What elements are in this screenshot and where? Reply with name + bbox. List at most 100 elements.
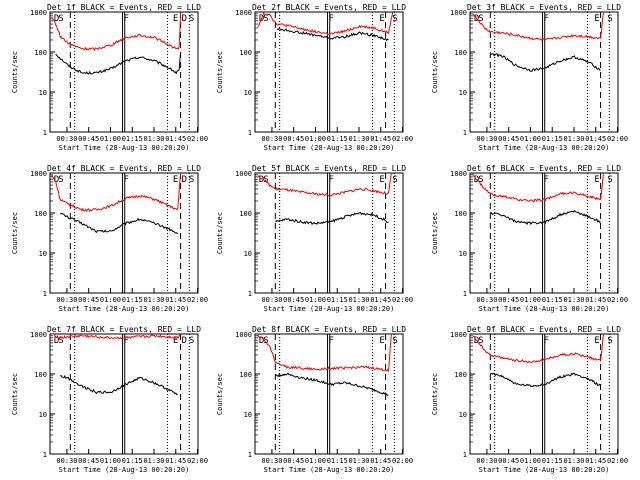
series-line-lld bbox=[472, 333, 604, 363]
x-axis-label: Start Time (28-Aug-13 00:20:20) bbox=[59, 144, 190, 152]
y-tick-label: 10 bbox=[459, 250, 467, 258]
marker-letter: S bbox=[478, 175, 483, 185]
y-tick-label: 100 bbox=[454, 49, 467, 57]
marker-letter: E bbox=[594, 336, 599, 346]
marker-letter: F bbox=[329, 175, 334, 185]
series-line-lld bbox=[257, 172, 392, 197]
series-line-lld bbox=[257, 333, 392, 373]
x-tick-label: 00:30 bbox=[476, 457, 497, 465]
y-tick-label: 1 bbox=[463, 451, 467, 459]
marker-letter: D bbox=[54, 175, 59, 185]
marker-letter: S bbox=[58, 14, 63, 24]
y-tick-label: 1 bbox=[43, 451, 47, 459]
chart-title: Det 1f BLACK = Events, RED = LLD bbox=[47, 3, 201, 12]
x-tick-label: 00:45 bbox=[78, 135, 99, 143]
marker-letter: S bbox=[392, 336, 397, 346]
chart-title: Det 2f BLACK = Events, RED = LLD bbox=[252, 3, 406, 12]
x-tick-label: 01:30 bbox=[563, 457, 584, 465]
y-tick-label: 10 bbox=[39, 250, 47, 258]
x-tick-label: 00:30 bbox=[56, 457, 77, 465]
y-tick-label: 100 bbox=[454, 210, 467, 218]
x-axis-label: Start Time (28-Aug-13 00:20:20) bbox=[59, 305, 190, 313]
x-tick-label: 01:45 bbox=[585, 135, 606, 143]
marker-letter: F bbox=[544, 336, 549, 346]
x-axis-label: Start Time (28-Aug-13 00:20:20) bbox=[264, 466, 395, 474]
y-tick-label: 1000 bbox=[30, 170, 47, 178]
y-tick-label: 10 bbox=[244, 411, 252, 419]
x-tick-label: 01:00 bbox=[520, 457, 541, 465]
series-line-events bbox=[59, 212, 179, 235]
x-tick-label: 01:30 bbox=[348, 135, 369, 143]
x-tick-label: 00:30 bbox=[476, 296, 497, 304]
x-tick-label: 01:15 bbox=[327, 296, 348, 304]
x-tick-label: 00:30 bbox=[261, 457, 282, 465]
x-tick-label: 00:45 bbox=[498, 135, 519, 143]
marker-letter: D bbox=[54, 336, 59, 346]
x-tick-label: 00:30 bbox=[476, 135, 497, 143]
y-tick-label: 1000 bbox=[450, 9, 467, 17]
x-tick-label: 01:45 bbox=[370, 296, 391, 304]
x-axis-label: Start Time (28-Aug-13 00:20:20) bbox=[264, 144, 395, 152]
panel-8: Det 8f BLACK = Events, RED = LLD Counts/s… bbox=[216, 325, 413, 474]
x-tick-label: 01:30 bbox=[563, 296, 584, 304]
marker-letter: D bbox=[259, 336, 264, 346]
x-tick-label: 01:30 bbox=[143, 296, 164, 304]
panel-2: Det 2f BLACK = Events, RED = LLD Counts/s… bbox=[216, 3, 413, 152]
chart-title: Det 9f BLACK = Events, RED = LLD bbox=[467, 325, 621, 334]
x-tick-label: 01:15 bbox=[122, 457, 143, 465]
x-tick-label: 01:15 bbox=[542, 296, 563, 304]
marker-letter: S bbox=[189, 175, 194, 185]
y-tick-label: 10 bbox=[244, 89, 252, 97]
x-tick-label: 01:15 bbox=[122, 296, 143, 304]
x-tick-label: 01:30 bbox=[563, 135, 584, 143]
marker-letter: S bbox=[263, 14, 268, 24]
x-tick-label: 02:00 bbox=[392, 457, 413, 465]
series-line-events bbox=[60, 374, 178, 396]
x-tick-label: 01:00 bbox=[520, 135, 541, 143]
marker-letter: S bbox=[392, 14, 397, 24]
marker-letter: D bbox=[182, 175, 187, 185]
x-tick-label: 01:45 bbox=[165, 135, 186, 143]
x-tick-label: 01:15 bbox=[327, 135, 348, 143]
y-tick-label: 10 bbox=[244, 250, 252, 258]
x-tick-label: 01:45 bbox=[165, 296, 186, 304]
x-tick-label: 01:30 bbox=[143, 457, 164, 465]
y-tick-label: 10 bbox=[459, 89, 467, 97]
y-tick-label: 10 bbox=[39, 89, 47, 97]
x-tick-label: 01:00 bbox=[305, 296, 326, 304]
x-tick-label: 01:00 bbox=[520, 296, 541, 304]
series-line-lld bbox=[472, 172, 604, 203]
y-tick-label: 1 bbox=[248, 129, 252, 137]
series-line-events bbox=[55, 51, 182, 75]
marker-letter: F bbox=[544, 175, 549, 185]
x-tick-label: 01:15 bbox=[542, 135, 563, 143]
y-axis-label: Counts/sec bbox=[431, 212, 439, 254]
x-tick-label: 02:00 bbox=[392, 296, 413, 304]
series-line-lld bbox=[51, 172, 182, 212]
series-line-lld bbox=[472, 11, 604, 41]
series-line-events bbox=[276, 27, 389, 42]
y-axis-label: Counts/sec bbox=[216, 51, 224, 93]
chart-title: Det 3f BLACK = Events, RED = LLD bbox=[467, 3, 621, 12]
marker-letter: S bbox=[478, 336, 483, 346]
x-tick-label: 01:00 bbox=[100, 135, 121, 143]
x-tick-label: 02:00 bbox=[607, 296, 628, 304]
y-tick-label: 100 bbox=[239, 371, 252, 379]
marker-letter: D bbox=[182, 14, 187, 24]
x-tick-label: 00:45 bbox=[78, 457, 99, 465]
y-axis-label: Counts/sec bbox=[11, 212, 19, 254]
chart-title: Det 4f BLACK = Events, RED = LLD bbox=[47, 164, 201, 173]
x-tick-label: 01:45 bbox=[165, 457, 186, 465]
y-tick-label: 10 bbox=[459, 411, 467, 419]
x-tick-label: 02:00 bbox=[187, 457, 208, 465]
plot-frame bbox=[49, 333, 199, 455]
x-tick-label: 01:30 bbox=[348, 457, 369, 465]
y-tick-label: 1 bbox=[43, 129, 47, 137]
x-tick-label: 00:30 bbox=[56, 296, 77, 304]
chart-title: Det 5f BLACK = Events, RED = LLD bbox=[252, 164, 406, 173]
x-tick-label: 01:00 bbox=[100, 296, 121, 304]
y-tick-label: 1000 bbox=[30, 9, 47, 17]
marker-letter: S bbox=[607, 14, 612, 24]
y-tick-label: 1000 bbox=[450, 331, 467, 339]
x-tick-label: 00:30 bbox=[261, 296, 282, 304]
